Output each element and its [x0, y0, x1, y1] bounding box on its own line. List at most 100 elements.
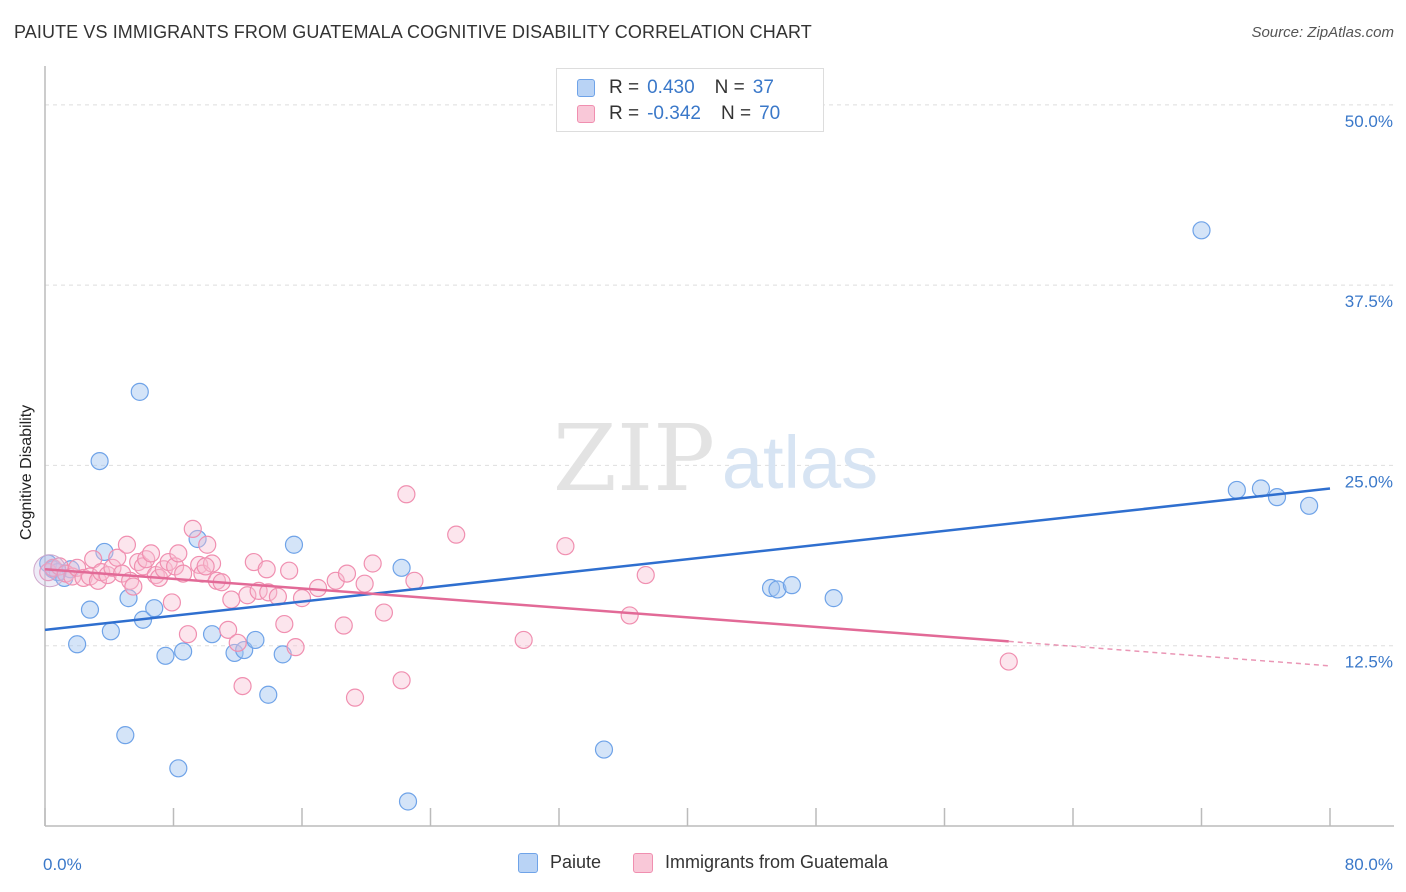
paiute-trend-line: [44, 487, 1331, 632]
guatemala-point: [219, 620, 238, 639]
legend-label-paiute: Paiute: [549, 852, 601, 872]
guatemala-point: [228, 633, 247, 652]
paiute-point: [68, 635, 87, 654]
guatemala-point: [355, 574, 374, 593]
guatemala-point: [363, 554, 382, 573]
guatemala-point: [275, 614, 294, 634]
guatemala-point: [326, 571, 345, 590]
paiute-point: [235, 640, 254, 660]
legend-item-guatemala: Immigrants from Guatemala: [632, 852, 889, 873]
paiute-point: [90, 451, 109, 471]
guatemala-point: [620, 606, 639, 625]
guatemala-point: [222, 590, 241, 609]
trend-lines: [44, 487, 1331, 667]
paiute-point: [130, 382, 149, 401]
data-points: [33, 221, 1319, 811]
guatemala-point: [280, 561, 299, 580]
guatemala-point: [178, 625, 198, 644]
paiute-point: [116, 726, 135, 745]
paiute-point: [169, 759, 188, 778]
guatemala-swatch: [577, 105, 595, 123]
paiute-point: [156, 646, 175, 665]
guatemala-trend-extension: [1008, 640, 1331, 667]
paiute-point: [594, 740, 614, 759]
paiute-point: [761, 578, 781, 598]
x-tick-label: 0.0%: [43, 855, 82, 874]
legend-item-paiute: Paiute: [517, 852, 601, 873]
paiute-point: [259, 685, 278, 704]
guatemala-point: [345, 688, 365, 707]
paiute-point: [392, 558, 411, 577]
legend-row-guatemala: R = -0.342 N = 70: [577, 103, 780, 125]
paiute-point: [398, 792, 418, 811]
guatemala-point: [337, 564, 357, 583]
n-value-guatemala: 70: [759, 103, 781, 124]
guatemala-point: [286, 638, 305, 657]
series-legend: Paiute Immigrants from Guatemala: [0, 852, 1406, 873]
paiute-point: [145, 599, 164, 618]
guatemala-point: [334, 616, 353, 635]
guatemala-point: [162, 593, 181, 612]
guatemala-point: [999, 652, 1018, 671]
guatemala-point: [636, 565, 655, 585]
watermark: ZIP atlas: [553, 405, 878, 512]
guatemala-point: [183, 519, 202, 538]
source-credit: Source: ZipAtlas.com: [1251, 24, 1394, 41]
axes: [44, 66, 1394, 827]
paiute-point: [1300, 496, 1319, 515]
correlation-legend: R = 0.430 N = 37 R = -0.342 N = 70: [556, 68, 824, 132]
tick-labels: 12.5% 25.0% 37.5% 50.0% 0.0% 80.0%: [43, 112, 1393, 874]
r-label: R =: [609, 77, 640, 98]
guatemala-point: [196, 557, 215, 576]
guatemala-legend-swatch: [632, 852, 653, 873]
guatemala-point: [374, 603, 394, 622]
paiute-point: [246, 630, 265, 650]
guatemala-point: [447, 525, 466, 544]
guatemala-point: [405, 571, 424, 590]
guatemala-point: [174, 564, 193, 583]
r-value-guatemala: -0.342: [647, 103, 701, 124]
paiute-point: [174, 642, 193, 661]
guatemala-point: [392, 671, 411, 690]
paiute-point: [80, 600, 100, 619]
paiute-point: [1267, 488, 1287, 507]
guatemala-point: [137, 550, 156, 569]
guatemala-point: [84, 550, 103, 569]
guatemala-trend-line: [44, 568, 1009, 643]
paiute-point: [768, 580, 787, 599]
paiute-point: [202, 625, 222, 644]
guatemala-point: [556, 537, 575, 556]
paiute-point: [284, 535, 304, 554]
watermark-zip: ZIP: [553, 405, 715, 512]
paiute-point: [188, 529, 207, 549]
y-tick-label: 37.5%: [1345, 292, 1393, 311]
y-tick-label: 12.5%: [1345, 653, 1393, 672]
paiute-swatch: [577, 79, 595, 97]
y-tick-label: 50.0%: [1345, 112, 1393, 131]
r-value-paiute: 0.430: [647, 77, 695, 98]
guatemala-point: [259, 583, 278, 602]
guatemala-point: [257, 560, 276, 579]
paiute-point: [1192, 221, 1211, 240]
guatemala-point: [233, 676, 252, 696]
guatemala-point: [198, 535, 217, 554]
n-value-paiute: 37: [752, 77, 774, 98]
guatemala-point: [117, 535, 137, 554]
legend-label-guatemala: Immigrants from Guatemala: [664, 852, 889, 872]
paiute-legend-swatch: [517, 852, 538, 873]
x-tick-label: 80.0%: [1345, 855, 1393, 874]
watermark-atlas: atlas: [722, 421, 878, 504]
chart-title: PAIUTE VS IMMIGRANTS FROM GUATEMALA COGN…: [14, 22, 812, 42]
guatemala-point: [169, 544, 188, 563]
guatemala-point: [397, 485, 416, 504]
r-label: R =: [609, 103, 640, 124]
y-tick-label: 25.0%: [1345, 472, 1393, 491]
guatemala-point: [103, 558, 122, 577]
guatemala-point: [124, 577, 143, 596]
guatemala-point: [141, 544, 161, 563]
guatemala-point: [514, 630, 533, 650]
legend-row-paiute: R = 0.430 N = 37: [577, 77, 774, 99]
paiute-point: [824, 589, 843, 608]
paiute-point: [1227, 480, 1246, 500]
